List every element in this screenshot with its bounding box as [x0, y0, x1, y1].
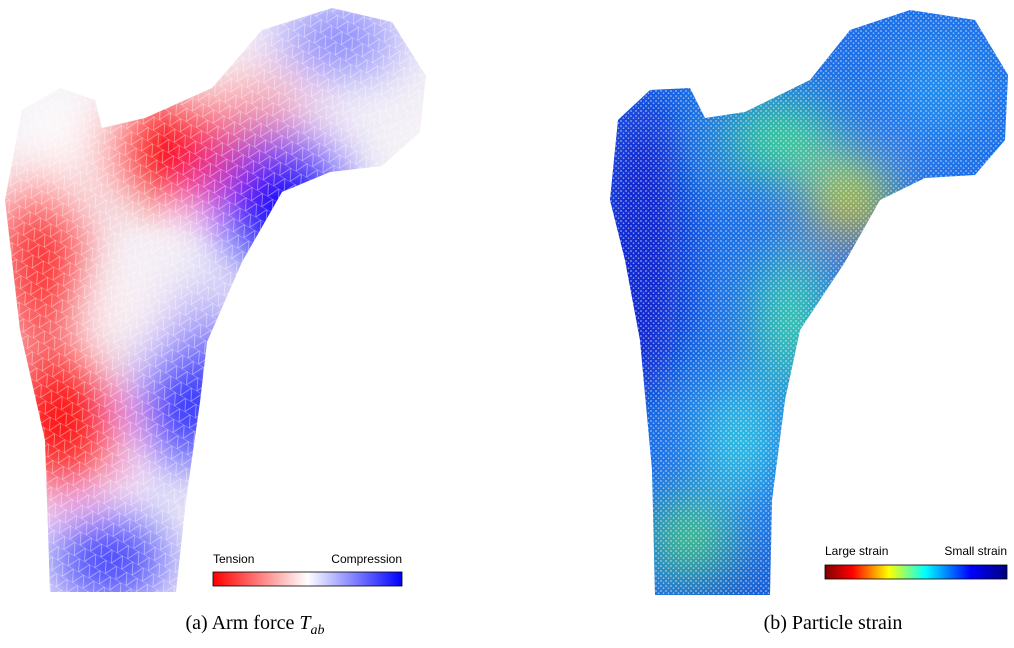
caption-text: (a) Arm force [185, 612, 295, 634]
arm-force-render [5, 8, 426, 592]
caption-symbol: T [299, 612, 311, 634]
caption: (b) Particle strain [764, 612, 903, 635]
legend-label: Large strain [825, 544, 888, 558]
particle-strain-render [610, 10, 1008, 595]
colorbar [824, 564, 1008, 580]
legend-label: Small strain [944, 544, 1007, 558]
caption-text: (b) Particle strain [763, 612, 903, 634]
legend-label: Tension [213, 552, 254, 566]
caption-subscript: ab [310, 623, 325, 638]
legend-label: Compression [331, 552, 402, 566]
colorbar [212, 571, 403, 587]
caption: (a) Arm force Tab [186, 612, 325, 639]
